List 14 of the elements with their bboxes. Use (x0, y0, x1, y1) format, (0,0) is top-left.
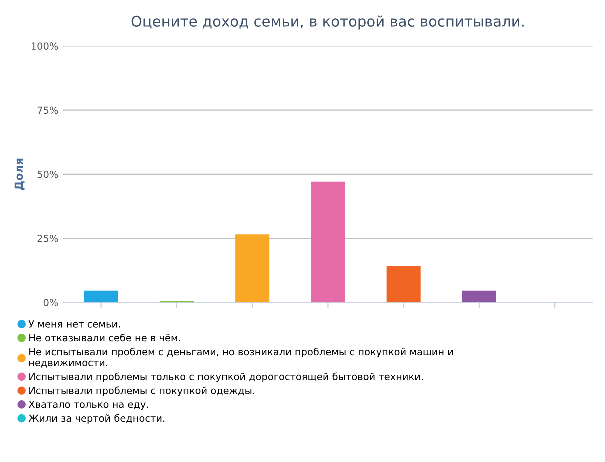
legend-label: Не отказывали себе не в чём. (30, 334, 180, 342)
legend-label: У меня нет семьи. (28, 320, 120, 328)
legend-label: Испытывали проблемы с покупкой одежды. (30, 386, 254, 396)
legend-label: Испытывали проблемы только с покупкой дорогостоящей бытовой техники. (30, 372, 423, 382)
chart-title: Оцените доход семьи, в которой вас воспитывали. (132, 16, 524, 30)
y-tick-label: 75% (38, 106, 58, 114)
legend-label: Хватало только на еду. (28, 400, 148, 410)
y-tick-label: 100% (32, 42, 58, 50)
y-tick-label: 25% (38, 234, 58, 242)
y-axis-title: Доля (14, 158, 25, 190)
y-tick-label: 50% (38, 170, 58, 178)
legend-label: Жили за чертой бедности. (28, 414, 165, 424)
y-tick-label: 0% (44, 299, 58, 306)
legend-label: Не испытывали проблем с деньгами, но возникали проблемы с покупкой машин и недвижимости. (30, 348, 454, 368)
